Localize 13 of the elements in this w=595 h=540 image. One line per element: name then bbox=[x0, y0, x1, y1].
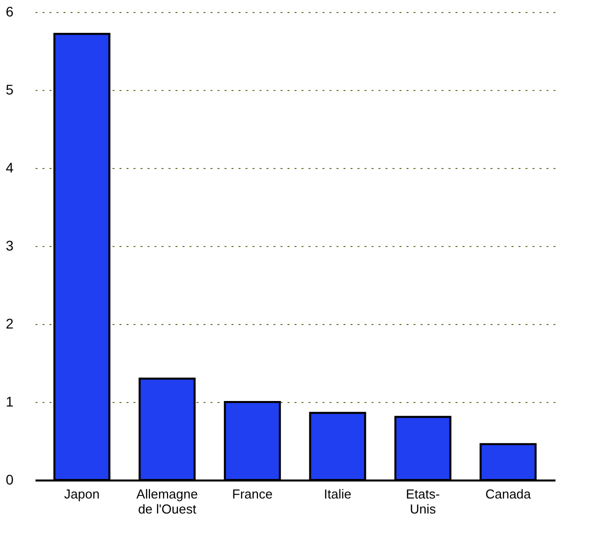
y-tick-label: 2 bbox=[6, 316, 14, 332]
x-tick-label: Italie bbox=[324, 486, 352, 502]
y-tick-label: 1 bbox=[6, 394, 14, 410]
x-tick-label: Canada bbox=[485, 486, 532, 502]
x-tick-label: France bbox=[232, 486, 273, 502]
x-tick-label: Japon bbox=[64, 486, 100, 502]
y-tick-label: 4 bbox=[6, 160, 14, 176]
y-tick-label: 0 bbox=[6, 472, 14, 488]
x-tick-label: Etats-Unis bbox=[406, 486, 440, 516]
x-tick-label: Allemagne de l'Ouest bbox=[136, 486, 198, 516]
y-tick-label: 3 bbox=[6, 238, 14, 254]
y-tick-label: 5 bbox=[6, 82, 14, 98]
y-tick-label: 6 bbox=[6, 4, 14, 20]
